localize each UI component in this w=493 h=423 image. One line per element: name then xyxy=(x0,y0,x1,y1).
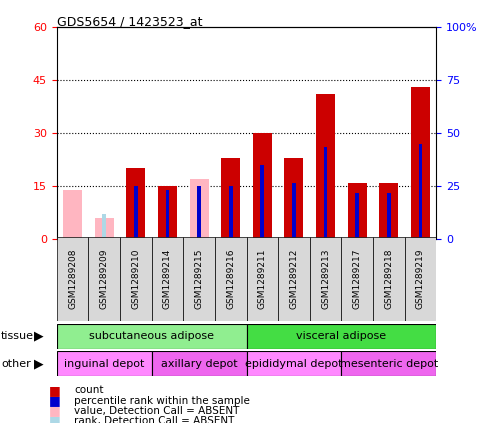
Text: other: other xyxy=(1,359,31,369)
Bar xyxy=(341,237,373,321)
Bar xyxy=(316,94,335,239)
Text: visceral adipose: visceral adipose xyxy=(296,331,387,341)
Bar xyxy=(324,147,327,239)
Bar xyxy=(166,190,169,239)
Text: mesenteric depot: mesenteric depot xyxy=(340,359,438,369)
Bar xyxy=(57,324,246,349)
Bar xyxy=(419,144,423,239)
Bar xyxy=(158,186,177,239)
Text: percentile rank within the sample: percentile rank within the sample xyxy=(74,396,250,406)
Text: GSM1289214: GSM1289214 xyxy=(163,249,172,309)
Text: GSM1289216: GSM1289216 xyxy=(226,249,235,310)
Text: epididymal depot: epididymal depot xyxy=(245,359,343,369)
Text: GSM1289213: GSM1289213 xyxy=(321,249,330,310)
Bar xyxy=(88,237,120,321)
Bar xyxy=(253,133,272,239)
Bar xyxy=(246,351,341,376)
Bar xyxy=(341,351,436,376)
Bar xyxy=(229,186,233,239)
Text: count: count xyxy=(74,385,104,396)
Text: rank, Detection Call = ABSENT: rank, Detection Call = ABSENT xyxy=(74,416,234,423)
Text: GSM1289208: GSM1289208 xyxy=(68,249,77,310)
Bar xyxy=(95,218,113,239)
Text: GSM1289212: GSM1289212 xyxy=(289,249,298,309)
Text: subcutaneous adipose: subcutaneous adipose xyxy=(89,331,214,341)
Bar xyxy=(380,183,398,239)
Bar xyxy=(57,237,88,321)
Bar xyxy=(278,237,310,321)
Text: value, Detection Call = ABSENT: value, Detection Call = ABSENT xyxy=(74,406,239,416)
Bar xyxy=(411,88,430,239)
Bar xyxy=(57,351,152,376)
Text: GSM1289218: GSM1289218 xyxy=(385,249,393,310)
Bar xyxy=(246,237,278,321)
Text: tissue: tissue xyxy=(1,331,34,341)
Bar xyxy=(221,158,240,239)
Text: ▶: ▶ xyxy=(34,330,43,343)
Bar xyxy=(134,186,138,239)
Text: GDS5654 / 1423523_at: GDS5654 / 1423523_at xyxy=(57,15,202,28)
Text: GSM1289211: GSM1289211 xyxy=(258,249,267,310)
Bar xyxy=(152,237,183,321)
Text: ■: ■ xyxy=(49,415,61,423)
Text: axillary depot: axillary depot xyxy=(161,359,237,369)
Bar xyxy=(102,214,106,239)
Bar xyxy=(215,237,246,321)
Bar xyxy=(197,186,201,239)
Bar xyxy=(183,237,215,321)
Bar xyxy=(284,158,304,239)
Text: GSM1289215: GSM1289215 xyxy=(195,249,204,310)
Bar xyxy=(355,193,359,239)
Bar xyxy=(387,193,391,239)
Text: GSM1289209: GSM1289209 xyxy=(100,249,108,310)
Bar xyxy=(152,351,246,376)
Bar xyxy=(189,179,209,239)
Bar xyxy=(246,324,436,349)
Text: ■: ■ xyxy=(49,384,61,397)
Bar xyxy=(373,237,405,321)
Text: ■: ■ xyxy=(49,394,61,407)
Bar xyxy=(260,165,264,239)
Bar xyxy=(120,237,152,321)
Bar xyxy=(292,183,296,239)
Text: inguinal depot: inguinal depot xyxy=(64,359,144,369)
Text: GSM1289219: GSM1289219 xyxy=(416,249,425,310)
Text: GSM1289217: GSM1289217 xyxy=(352,249,362,310)
Bar xyxy=(63,190,82,239)
Bar xyxy=(126,168,145,239)
Bar xyxy=(348,183,367,239)
Text: ▶: ▶ xyxy=(34,357,43,370)
Text: GSM1289210: GSM1289210 xyxy=(131,249,141,310)
Bar xyxy=(310,237,341,321)
Bar xyxy=(405,237,436,321)
Text: ■: ■ xyxy=(49,404,61,417)
